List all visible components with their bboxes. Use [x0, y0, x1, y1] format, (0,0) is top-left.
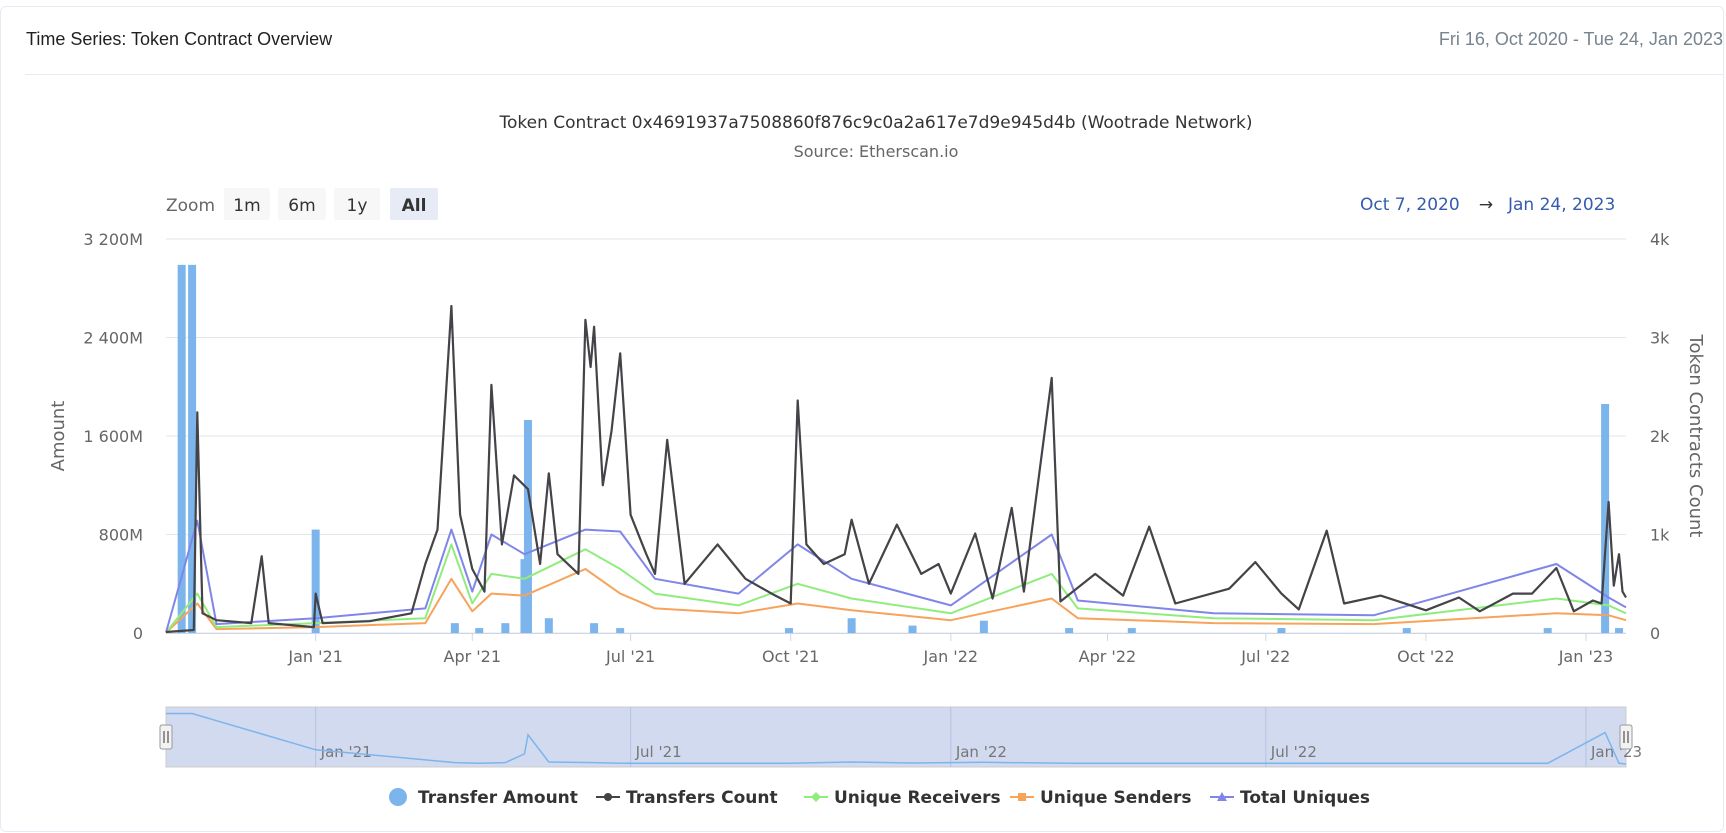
x-tick-label: Oct '22	[1397, 647, 1455, 666]
transfer-amount-bar[interactable]	[311, 529, 320, 633]
legend-item-label[interactable]: Transfers Count	[626, 788, 778, 808]
navigator-tick-label: Jul '21	[635, 743, 682, 761]
chart-card: Time Series: Token Contract Overview Fri…	[0, 6, 1724, 832]
transfer-amount-bar[interactable]	[847, 618, 856, 633]
transfer-amount-bar[interactable]	[1065, 628, 1074, 633]
x-tick-label: Jan '23	[1558, 647, 1614, 666]
transfer-amount-bar[interactable]	[523, 419, 532, 633]
transfer-amount-bar[interactable]	[784, 628, 793, 633]
zoom-button-1y[interactable]	[334, 188, 380, 220]
zoom-button-All[interactable]	[390, 188, 438, 220]
zoom-button-label: All	[402, 196, 427, 216]
x-tick-label: Jul '21	[605, 647, 655, 666]
y-right-tick-label: 0	[1650, 624, 1660, 643]
legend-marker-diamond	[811, 792, 821, 802]
navigator-right-handle[interactable]	[1619, 724, 1633, 750]
chart-title: Token Contract 0x4691937a7508860f876c9c0…	[498, 113, 1252, 133]
legend-item-label[interactable]: Transfer Amount	[418, 788, 578, 808]
transfer-amount-bar[interactable]	[188, 264, 197, 633]
range-arrow: →	[1479, 195, 1493, 215]
zoom-button-6m[interactable]	[278, 188, 326, 220]
x-tick-label: Jul '22	[1240, 647, 1290, 666]
x-tick-label: Jan '22	[923, 647, 979, 666]
range-to[interactable]: Jan 24, 2023	[1507, 195, 1615, 215]
legend-item-label[interactable]: Unique Senders	[1040, 788, 1192, 808]
y-left-tick-label: 0	[133, 624, 143, 643]
y-right-tick-label: 1k	[1650, 526, 1670, 545]
legend-marker-square	[1018, 793, 1026, 801]
x-tick-label: Apr '22	[1079, 647, 1137, 666]
transfer-amount-bar[interactable]	[544, 618, 553, 633]
legend-marker-circle	[604, 793, 612, 801]
transfer-amount-bar[interactable]	[1402, 628, 1411, 633]
transfer-amount-bar[interactable]	[1615, 628, 1624, 633]
y-right-axis-title: Token Contracts Count	[1685, 334, 1706, 538]
navigator-tick-label: Jul '22	[1270, 743, 1317, 761]
navigator-left-handle[interactable]	[159, 724, 173, 750]
transfer-amount-bar[interactable]	[1543, 628, 1552, 633]
y-left-axis-title: Amount	[48, 401, 69, 472]
x-tick-label: Oct '21	[762, 647, 820, 666]
y-left-tick-label: 800M	[99, 526, 143, 545]
series-line-unique-receivers[interactable]	[165, 543, 1627, 634]
legend-item-label[interactable]: Unique Receivers	[834, 788, 1001, 808]
y-right-tick-label: 4k	[1650, 230, 1670, 249]
x-tick-label: Jan '21	[287, 647, 343, 666]
zoom-button-label: 1y	[347, 196, 368, 216]
transfer-amount-bar[interactable]	[1277, 628, 1286, 633]
range-from[interactable]: Oct 7, 2020	[1360, 195, 1460, 215]
card-date-range: Fri 16, Oct 2020 - Tue 24, Jan 2023	[1438, 29, 1723, 49]
transfer-amount-bar[interactable]	[616, 628, 625, 633]
card-header: Time Series: Token Contract Overview Fri…	[25, 7, 1723, 75]
y-right-tick-label: 3k	[1650, 329, 1670, 348]
card-title: Time Series: Token Contract Overview	[26, 29, 333, 49]
transfer-amount-bar[interactable]	[177, 264, 186, 633]
y-left-tick-label: 2 400M	[83, 329, 143, 348]
y-left-tick-label: 1 600M	[83, 427, 143, 446]
legend-item-label[interactable]: Total Uniques	[1240, 788, 1370, 808]
zoom-label: Zoom	[166, 196, 215, 216]
zoom-button-1m[interactable]	[224, 188, 270, 220]
transfer-amount-bar[interactable]	[450, 623, 459, 633]
navigator-mask[interactable]	[165, 706, 1627, 768]
navigator-series-line	[166, 712, 1627, 765]
navigator-tick-label: Jan '22	[955, 743, 1007, 761]
transfer-amount-bar[interactable]	[1127, 628, 1136, 633]
legend-symbol-transfer-amount[interactable]	[389, 788, 407, 806]
series-line-transfers-count[interactable]	[165, 304, 1627, 634]
zoom-button-label: 6m	[288, 196, 315, 216]
x-tick-label: Apr '21	[444, 647, 502, 666]
zoom-button-label: 1m	[233, 196, 260, 216]
transfer-amount-bar[interactable]	[979, 620, 988, 633]
transfer-amount-bar[interactable]	[501, 623, 510, 633]
y-right-tick-label: 2k	[1650, 427, 1670, 446]
y-left-tick-label: 3 200M	[83, 230, 143, 249]
transfer-amount-bar[interactable]	[590, 623, 599, 633]
transfer-amount-bar[interactable]	[475, 628, 484, 633]
series-line-total-uniques[interactable]	[165, 519, 1627, 633]
transfer-amount-bar[interactable]	[1601, 403, 1610, 633]
legend-marker-triangle	[1217, 792, 1227, 801]
transfer-amount-bar[interactable]	[908, 625, 917, 633]
chart-subtitle: Source: Etherscan.io	[794, 142, 959, 161]
series-line-unique-senders[interactable]	[165, 568, 1627, 634]
